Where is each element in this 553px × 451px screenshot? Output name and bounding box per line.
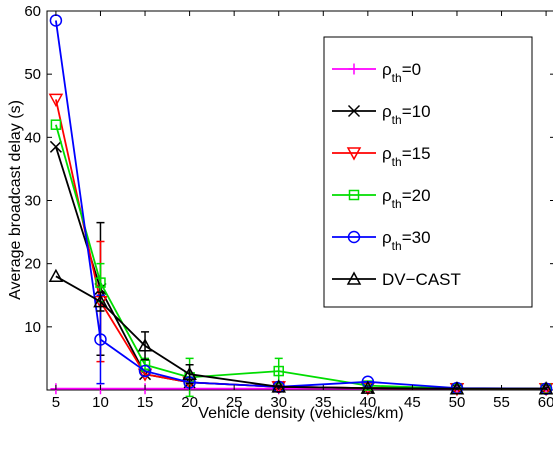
x-tick-label: 30 <box>270 394 287 411</box>
legend-label: ρth=30 <box>382 228 431 253</box>
legend-item-0: ρth=0 <box>332 60 421 85</box>
y-tick-label: 60 <box>24 3 41 20</box>
data-point <box>449 381 465 395</box>
series-5 <box>48 268 553 395</box>
legend-label-sub: th <box>392 71 402 85</box>
data-point <box>273 365 284 377</box>
legend-label-main: DV−CAST <box>382 270 461 289</box>
y-tick-label: 10 <box>24 319 41 336</box>
legend-label: ρth=10 <box>382 102 431 127</box>
x-tick-label: 60 <box>538 394 553 411</box>
x-tick-label: 40 <box>359 394 376 411</box>
legend-label-suffix: =0 <box>402 60 421 79</box>
legend-label-suffix: =15 <box>402 144 431 163</box>
y-axis-label: Average broadcast delay (s) <box>7 100 24 300</box>
ticks-layer: 5 10 15 20 25 30 35 40 45 50 55 60 10 20 30 40 50 60 <box>24 3 553 411</box>
legend-label-main: ρ <box>382 228 392 247</box>
x-tick-label: 15 <box>137 394 154 411</box>
y-tick-label: 30 <box>24 193 41 210</box>
data-point <box>48 268 64 283</box>
data-point <box>48 93 64 107</box>
series-line <box>55 20 547 390</box>
data-point <box>94 333 107 346</box>
legend-item-3: ρth=20 <box>332 186 431 211</box>
y-tick-label: 40 <box>24 129 41 146</box>
legend-label-main: ρ <box>382 60 392 79</box>
data-point <box>93 294 108 308</box>
legend-item-4: ρth=30 <box>332 228 431 253</box>
legend-label-main: ρ <box>382 102 392 121</box>
legend-label-main: ρ <box>382 144 392 163</box>
data-point <box>538 381 553 395</box>
x-tick-label: 45 <box>404 394 421 411</box>
data-point <box>137 338 153 352</box>
legend-label-suffix: =20 <box>402 186 431 205</box>
legend-label-sub: th <box>392 155 402 169</box>
legend-label-sub: th <box>392 113 402 127</box>
data-point <box>50 119 62 130</box>
data-point <box>95 277 106 288</box>
x-tick-label: 20 <box>181 394 198 411</box>
legend-marker <box>346 147 362 161</box>
legend-marker <box>346 271 362 285</box>
legend-label-main: ρ <box>382 186 392 205</box>
data-point <box>182 366 197 380</box>
legend-marker <box>347 230 361 244</box>
data-point <box>271 379 286 393</box>
legend-item-1: ρth=10 <box>332 102 431 127</box>
x-tick-label: 5 <box>52 394 60 411</box>
data-point <box>138 364 152 378</box>
legend-label-sub: th <box>392 197 402 211</box>
legend-label: ρth=15 <box>382 144 431 169</box>
data-point <box>49 140 62 153</box>
legend-label: ρth=20 <box>382 186 431 211</box>
legend-label-sub: th <box>392 239 402 253</box>
y-tick-label: 50 <box>24 66 41 83</box>
legend-marker <box>348 63 360 75</box>
x-tick-label: 50 <box>449 394 466 411</box>
legend-label-suffix: =10 <box>402 102 431 121</box>
legend-box <box>323 36 533 308</box>
legend-marker <box>348 189 360 201</box>
x-tick-label: 35 <box>315 394 332 411</box>
series-line <box>55 275 547 390</box>
legend-item-5: DV−CAST <box>332 270 461 289</box>
x-tick-label: 10 <box>92 394 109 411</box>
data-point <box>360 380 376 394</box>
legend-marker <box>347 104 361 118</box>
y-tick-label: 20 <box>24 256 41 273</box>
x-tick-label: 25 <box>226 394 243 411</box>
legend-label: ρth=0 <box>382 60 421 85</box>
legend-label-suffix: =30 <box>402 228 431 247</box>
legend-label: DV−CAST <box>382 270 461 289</box>
legend-item-2: ρth=15 <box>332 144 431 169</box>
x-axis-label: Vehicle density (vehicles/km) <box>198 405 403 422</box>
x-tick-label: 55 <box>493 394 510 411</box>
